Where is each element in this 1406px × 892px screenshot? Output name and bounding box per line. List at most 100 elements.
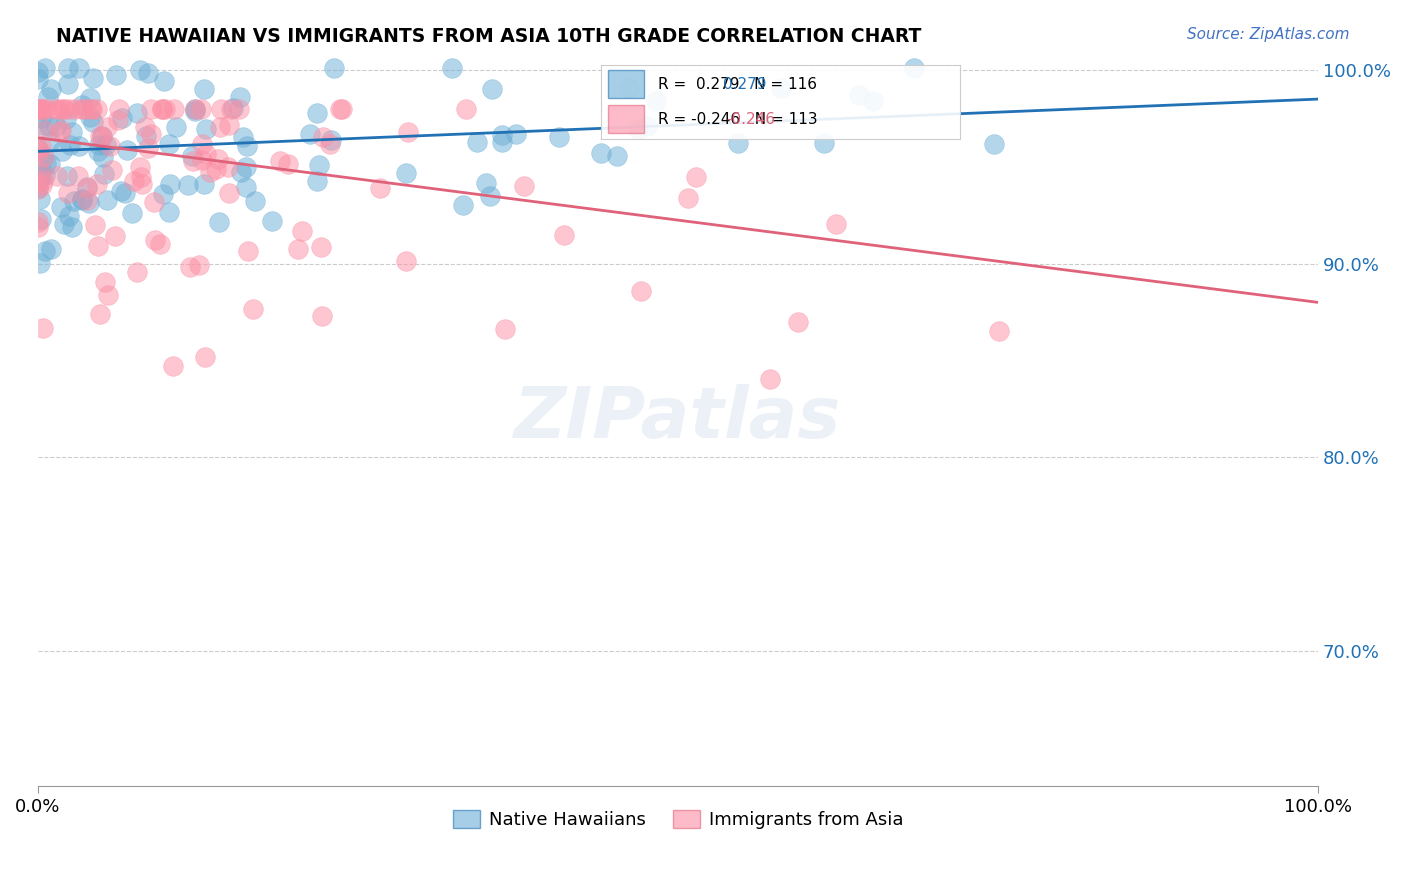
Point xyxy=(107,113,129,128)
Point xyxy=(179,260,201,274)
Point xyxy=(218,186,240,200)
Point xyxy=(209,120,232,134)
Point xyxy=(125,265,148,279)
Point xyxy=(188,258,211,272)
Point xyxy=(46,169,69,183)
Point xyxy=(32,173,55,187)
Point xyxy=(80,102,103,116)
Point xyxy=(235,161,257,175)
Point xyxy=(318,137,340,152)
Point xyxy=(207,153,229,167)
Point xyxy=(200,165,222,179)
Point xyxy=(395,254,418,268)
Point xyxy=(454,102,477,116)
Point xyxy=(191,136,214,151)
Point xyxy=(77,195,100,210)
Point xyxy=(89,307,111,321)
Point xyxy=(983,137,1005,152)
Point xyxy=(94,275,117,289)
Point xyxy=(305,105,328,120)
Point xyxy=(987,325,1010,339)
Point xyxy=(627,122,650,136)
Point xyxy=(236,244,259,258)
Point xyxy=(491,135,513,149)
Point xyxy=(98,139,121,153)
Point xyxy=(180,148,202,162)
Point xyxy=(645,94,668,108)
Point xyxy=(636,120,658,134)
Point xyxy=(97,288,120,302)
Point xyxy=(82,71,104,86)
Point xyxy=(825,218,848,232)
Point xyxy=(63,102,86,116)
Point xyxy=(27,64,49,78)
Point xyxy=(260,214,283,228)
Point xyxy=(676,191,699,205)
Point xyxy=(129,160,152,174)
Point xyxy=(27,142,49,156)
Point xyxy=(35,156,58,170)
Point xyxy=(193,82,215,96)
Point xyxy=(685,170,707,185)
Point xyxy=(181,154,204,169)
Point xyxy=(150,102,173,116)
Point xyxy=(269,154,291,169)
Point xyxy=(121,205,143,219)
Point xyxy=(617,80,640,95)
Point xyxy=(72,98,94,112)
Point xyxy=(759,372,782,386)
Point xyxy=(291,224,314,238)
Point xyxy=(165,120,187,134)
Point xyxy=(229,90,252,104)
Point xyxy=(115,143,138,157)
Point xyxy=(475,176,498,190)
Point xyxy=(553,228,575,243)
Point xyxy=(30,102,52,116)
Point xyxy=(27,176,49,190)
Point xyxy=(87,137,110,152)
Point xyxy=(451,198,474,212)
Point xyxy=(184,102,207,116)
Point xyxy=(311,240,333,254)
Point xyxy=(32,320,55,334)
Point xyxy=(51,144,73,158)
Point xyxy=(222,101,245,115)
Point xyxy=(27,102,49,116)
Point xyxy=(396,125,419,139)
Point xyxy=(104,228,127,243)
Point xyxy=(727,136,749,150)
Point xyxy=(134,129,156,144)
Point xyxy=(141,102,163,116)
Point xyxy=(193,177,215,191)
Point xyxy=(31,178,53,192)
Point xyxy=(277,157,299,171)
Point xyxy=(51,123,73,137)
Point xyxy=(205,161,228,176)
Point xyxy=(51,200,73,214)
Point xyxy=(90,129,112,144)
Point xyxy=(184,103,207,118)
Point xyxy=(28,145,51,159)
Point xyxy=(153,102,176,116)
Point xyxy=(207,215,229,229)
Point xyxy=(152,187,174,202)
Point xyxy=(122,173,145,187)
Point xyxy=(55,112,77,126)
Point xyxy=(131,170,153,185)
Point xyxy=(630,285,652,299)
Point xyxy=(162,359,184,373)
Point xyxy=(209,102,232,116)
Point xyxy=(60,219,83,234)
Point xyxy=(770,80,793,95)
Point xyxy=(127,106,149,120)
Point xyxy=(86,177,108,191)
Point xyxy=(305,174,328,188)
Point xyxy=(28,192,51,206)
Point xyxy=(34,61,56,75)
Point xyxy=(589,146,612,161)
Point xyxy=(91,151,114,165)
Point xyxy=(96,120,118,134)
Point xyxy=(27,118,49,132)
Point xyxy=(505,128,527,142)
Point xyxy=(813,136,835,151)
